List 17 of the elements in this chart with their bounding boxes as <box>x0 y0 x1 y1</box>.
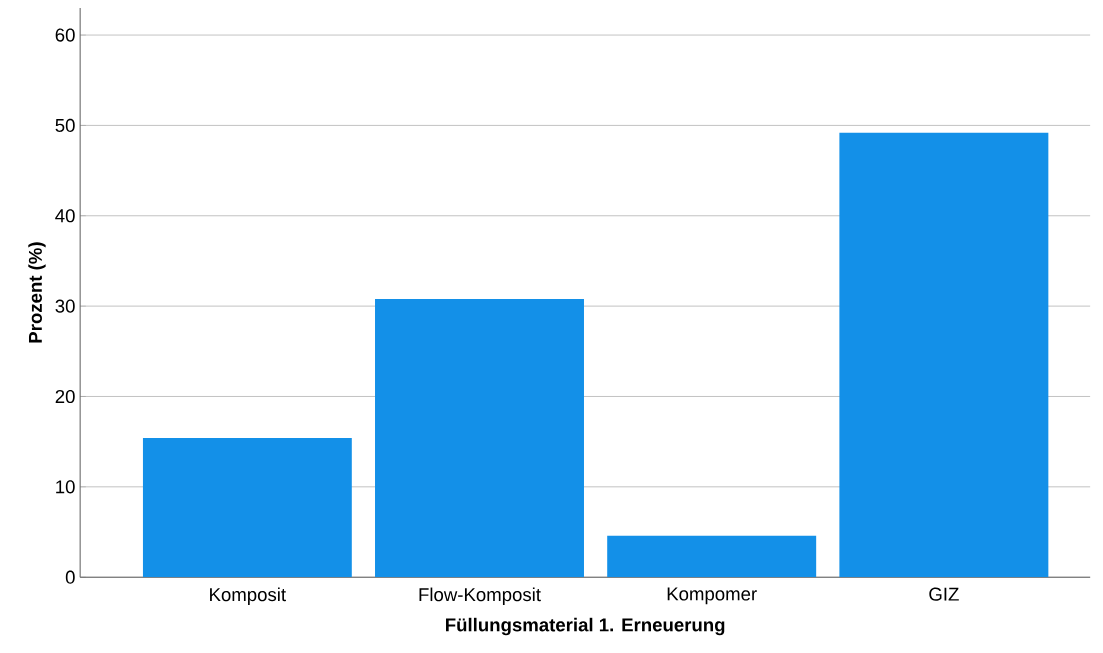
y-tick-label: 30 <box>55 299 75 313</box>
x-tick-label: GIZ <box>929 587 959 601</box>
bar <box>839 132 1049 578</box>
y-tick-label: 60 <box>55 28 75 42</box>
y-tick-label: 50 <box>55 118 75 132</box>
y-axis-title: Prozent (%) <box>28 242 46 343</box>
y-tick-label: 10 <box>56 480 75 494</box>
y-tick-label: 20 <box>55 389 75 403</box>
bar <box>607 535 817 578</box>
bar <box>142 437 352 578</box>
y-tick-label: 0 <box>65 570 75 584</box>
y-tick-label: 40 <box>55 209 75 223</box>
x-tick-label: Komposit <box>210 587 286 605</box>
x-tick-label: Flow-Komposit <box>419 587 541 605</box>
bar <box>375 298 584 578</box>
x-axis-title: Füllungsmaterial 1. Erneuerung <box>446 617 725 636</box>
x-tick-label: Kompomer <box>667 587 757 605</box>
